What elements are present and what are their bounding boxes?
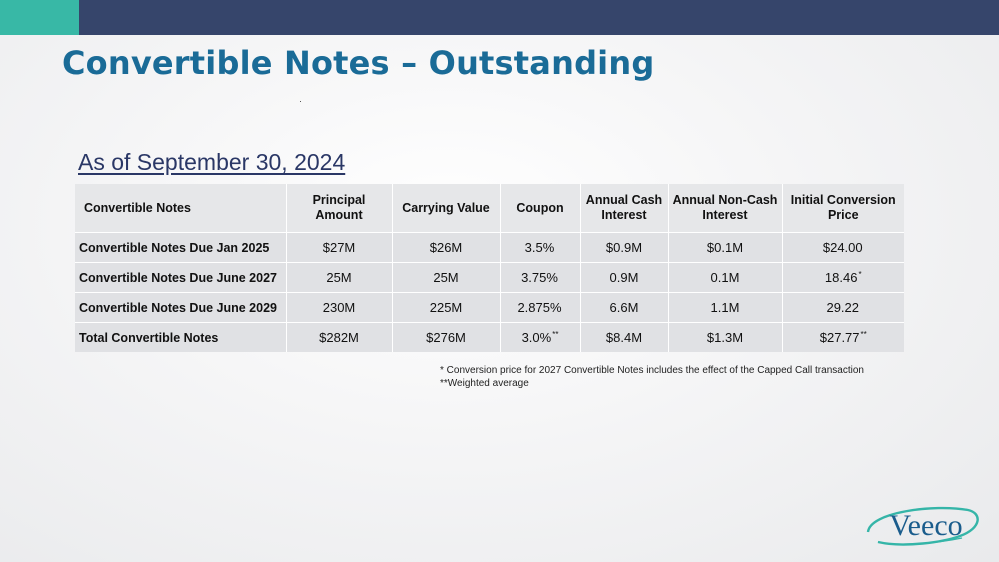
veeco-logo: Veeco (866, 506, 979, 546)
as-of-date-heading: As of September 30, 2024 (78, 149, 346, 175)
coupon-cell: 2.875% (499, 292, 580, 323)
carrying-cell: 225M (391, 292, 500, 323)
cash-interest-cell: $8.4M (579, 322, 668, 352)
coupon-value: 3.5% (524, 240, 555, 255)
table-header-row: Convertible Notes Principal Amount Carry… (75, 184, 904, 233)
header-convertible-notes: Convertible Notes (84, 200, 191, 215)
table-row: Convertible Notes Due June 2029 230M 225… (75, 292, 904, 323)
conversion-price-value: $24.00 (822, 240, 863, 255)
footnote-capped-call: * Conversion price for 2027 Convertible … (440, 365, 864, 376)
principal-cell: 25M (285, 262, 392, 293)
stray-dot (300, 101, 301, 102)
principal-cell: $282M (285, 322, 392, 352)
logo-swoosh-tail (877, 537, 963, 545)
cash-interest-cell: $0.9M (579, 232, 668, 263)
logo-wordmark: Veeco (889, 509, 962, 542)
cash-interest-cell: 6.6M (579, 292, 668, 323)
coupon-value: 3.75% (521, 270, 558, 285)
conversion-price-cell: 29.22 (781, 292, 904, 323)
row-name: Convertible Notes Due Jan 2025 (75, 232, 286, 263)
slide-title: Convertible Notes – Outstanding (62, 44, 655, 82)
footnote-weighted-average: **Weighted average (440, 378, 529, 389)
carrying-cell: 25M (391, 262, 500, 293)
coupon-cell: 3.5% (499, 232, 580, 263)
conversion-price-value: 18.46 (824, 270, 858, 285)
row-name: Convertible Notes Due June 2027 (75, 262, 286, 293)
top-bar (0, 0, 999, 35)
header-principal-amount: Principal Amount (285, 184, 392, 233)
conversion-price-value: 29.22 (826, 300, 860, 315)
table-row-total: Total Convertible Notes $282M $276M 3.0%… (75, 322, 904, 352)
coupon-value: 3.0% (521, 330, 552, 345)
price-footnote-mark: * (858, 270, 862, 279)
header-initial-conversion-price: Initial Conversion Price (781, 184, 904, 233)
principal-cell: 230M (285, 292, 392, 323)
carrying-cell: $26M (391, 232, 500, 263)
table-row: Convertible Notes Due Jan 2025 $27M $26M… (75, 232, 904, 263)
convertible-notes-table: Convertible Notes Principal Amount Carry… (75, 184, 904, 352)
header-annual-non-cash-interest: Annual Non-Cash Interest (667, 184, 782, 233)
non-cash-interest-cell: 1.1M (667, 292, 782, 323)
top-accent-block (0, 0, 79, 35)
row-name: Convertible Notes Due June 2029 (75, 292, 286, 323)
conversion-price-cell: $24.00 (781, 232, 904, 263)
non-cash-interest-cell: 0.1M (667, 262, 782, 293)
carrying-cell: $276M (391, 322, 500, 352)
conversion-price-value: $27.77 (819, 330, 860, 345)
footnotes: * Conversion price for 2027 Convertible … (440, 364, 864, 390)
row-name: Total Convertible Notes (75, 322, 286, 352)
principal-cell: $27M (285, 232, 392, 263)
coupon-footnote-mark: ** (552, 330, 559, 339)
header-carrying-value: Carrying Value (391, 184, 500, 233)
non-cash-interest-cell: $1.3M (667, 322, 782, 352)
cash-interest-cell: 0.9M (579, 262, 668, 293)
coupon-cell: 3.75% (499, 262, 580, 293)
price-footnote-mark: ** (860, 330, 867, 339)
table-row: Convertible Notes Due June 2027 25M 25M … (75, 262, 904, 293)
coupon-value: 2.875% (517, 300, 562, 315)
non-cash-interest-cell: $0.1M (667, 232, 782, 263)
conversion-price-cell: $27.77** (781, 322, 904, 352)
header-coupon: Coupon (499, 184, 580, 233)
header-annual-cash-interest: Annual Cash Interest (579, 184, 668, 233)
coupon-cell: 3.0%** (499, 322, 580, 352)
conversion-price-cell: 18.46* (781, 262, 904, 293)
